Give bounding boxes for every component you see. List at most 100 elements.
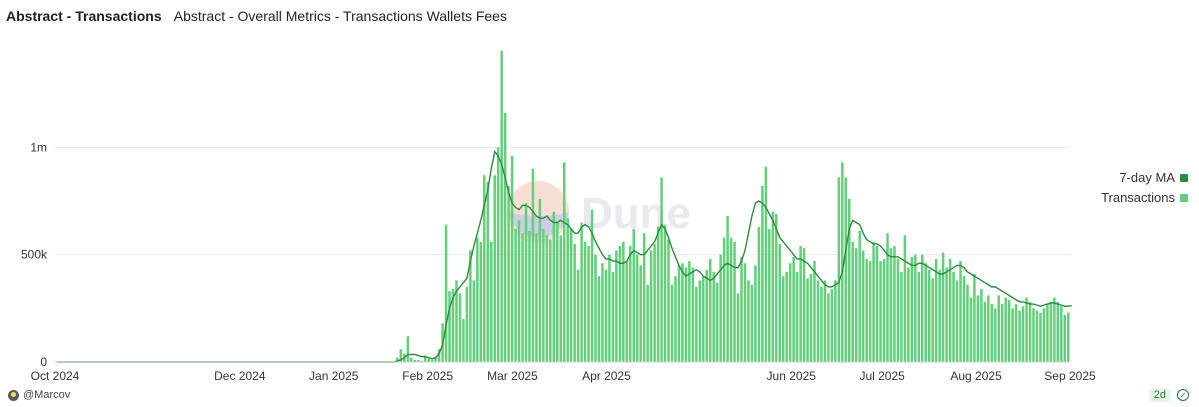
transactions-bar bbox=[674, 276, 677, 362]
dune-watermark: Dune bbox=[507, 181, 691, 243]
transactions-bar bbox=[521, 233, 524, 362]
transactions-bar bbox=[844, 177, 848, 362]
transactions-bar bbox=[708, 258, 712, 362]
transactions-bar bbox=[507, 185, 510, 362]
transactions-bar bbox=[524, 203, 528, 362]
transactions-bar bbox=[976, 295, 980, 362]
transactions-bar bbox=[757, 226, 761, 362]
transactions-bar bbox=[618, 246, 622, 362]
transactions-bar bbox=[1032, 308, 1035, 362]
transactions-bar bbox=[437, 349, 441, 362]
transactions-bar bbox=[580, 222, 583, 362]
transactions-bar bbox=[448, 291, 451, 362]
transactions-bar bbox=[1042, 308, 1046, 362]
x-tick-label: Jun 2025 bbox=[767, 369, 817, 383]
chart-title: Abstract - Transactions bbox=[6, 8, 162, 24]
transactions-bar bbox=[966, 284, 969, 362]
transactions-bar bbox=[469, 250, 472, 362]
transactions-bar bbox=[430, 359, 434, 362]
transactions-bar bbox=[1049, 301, 1053, 362]
transactions-bar bbox=[823, 280, 827, 362]
transactions-bar bbox=[722, 237, 726, 362]
transactions-bar bbox=[451, 289, 455, 362]
transactions-bar bbox=[462, 319, 465, 362]
transactions-bar bbox=[775, 213, 778, 362]
x-tick-label: Aug 2025 bbox=[950, 369, 1002, 383]
transactions-bar bbox=[938, 269, 941, 362]
transactions-bar bbox=[900, 271, 903, 362]
transactions-bar bbox=[601, 263, 604, 362]
transactions-bar bbox=[695, 286, 698, 362]
transactions-bar bbox=[514, 228, 517, 362]
transactions-bar bbox=[597, 276, 601, 362]
transactions-bar bbox=[792, 256, 795, 362]
x-tick-label: Dec 2024 bbox=[214, 369, 266, 383]
transactions-bar bbox=[535, 233, 538, 362]
transactions-bar bbox=[1021, 306, 1025, 362]
transactions-bar bbox=[969, 297, 973, 362]
transactions-bar bbox=[1039, 312, 1042, 362]
transactions-bar bbox=[458, 293, 462, 362]
transactions-bar bbox=[841, 162, 844, 362]
footer-author[interactable]: @Marcov bbox=[8, 389, 70, 401]
transactions-bar bbox=[559, 235, 563, 362]
transactions-bar bbox=[1025, 297, 1028, 362]
legend-item-ma[interactable]: 7-day MA bbox=[1101, 168, 1188, 188]
transactions-bar bbox=[771, 211, 775, 362]
transactions-bar bbox=[667, 239, 670, 362]
transactions-bar bbox=[615, 250, 618, 362]
transactions-bar bbox=[691, 267, 695, 362]
transactions-bar bbox=[562, 162, 566, 362]
transactions-bar bbox=[715, 282, 719, 362]
transactions-bar bbox=[733, 241, 736, 362]
transactions-bar bbox=[545, 235, 549, 362]
transactions-bar bbox=[1000, 304, 1004, 362]
transactions-bar bbox=[945, 267, 948, 362]
y-tick-label: 0 bbox=[40, 355, 47, 369]
transactions-bar bbox=[660, 177, 663, 362]
transactions-bar bbox=[413, 359, 417, 362]
y-tick-label: 1m bbox=[30, 140, 47, 154]
transactions-bar bbox=[882, 258, 886, 362]
transactions-bar bbox=[590, 209, 594, 362]
footer-status: 2d ✓ bbox=[1148, 388, 1189, 402]
transactions-bar bbox=[681, 263, 684, 362]
transactions-bar bbox=[872, 241, 875, 362]
transactions-bar bbox=[1053, 297, 1056, 362]
transactions-bar bbox=[834, 280, 837, 362]
transactions-bar bbox=[851, 241, 854, 362]
transactions-bar bbox=[719, 254, 722, 362]
transactions-bar bbox=[736, 293, 740, 362]
axes-layer: 0 500k 1m Oct 2024 Dec 2024 Jan 2025 Feb 2025 M… bbox=[21, 140, 1096, 383]
transactions-bar bbox=[576, 269, 580, 362]
transactions-bar bbox=[879, 261, 882, 362]
transactions-bar bbox=[528, 231, 531, 362]
transactions-bar bbox=[962, 276, 966, 362]
transactions-bar bbox=[486, 181, 490, 362]
transactions-bar bbox=[427, 358, 430, 362]
transactions-bar bbox=[625, 261, 629, 362]
refresh-badge[interactable]: 2d bbox=[1148, 388, 1171, 402]
transactions-bar bbox=[549, 239, 552, 362]
transactions-bar bbox=[604, 269, 608, 362]
transactions-bar bbox=[854, 248, 858, 362]
transactions-bar bbox=[406, 336, 410, 362]
transactions-bar bbox=[632, 228, 636, 362]
transactions-bar bbox=[587, 246, 590, 362]
x-tick-label: Apr 2025 bbox=[582, 369, 631, 383]
transactions-bar bbox=[764, 166, 768, 362]
transactions-bar bbox=[1056, 301, 1060, 362]
transactions-bar bbox=[566, 218, 569, 362]
transactions-bar bbox=[1060, 306, 1063, 362]
transactions-bar bbox=[893, 246, 896, 362]
transactions-bar bbox=[747, 280, 750, 362]
legend-item-transactions[interactable]: Transactions bbox=[1101, 188, 1188, 208]
transactions-bar bbox=[702, 276, 705, 362]
transactions-bar bbox=[712, 271, 715, 362]
transactions-bar bbox=[952, 271, 955, 362]
transactions-bar bbox=[455, 280, 458, 362]
chart-header: Abstract - Transactions Abstract - Overa… bbox=[6, 8, 507, 26]
transactions-bar bbox=[556, 222, 559, 362]
transactions-bar bbox=[410, 357, 413, 362]
transactions-bar bbox=[1004, 297, 1007, 362]
